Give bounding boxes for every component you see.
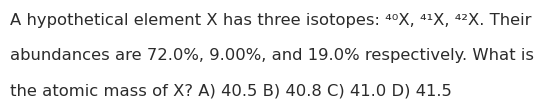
Text: the atomic mass of X? A) 40.5 B) 40.8 C) 41.0 D) 41.5: the atomic mass of X? A) 40.5 B) 40.8 C)…	[10, 84, 452, 99]
Text: abundances are 72.0%, 9.00%, and 19.0% respectively. What is: abundances are 72.0%, 9.00%, and 19.0% r…	[10, 48, 534, 63]
Text: A hypothetical element X has three isotopes: ⁴⁰X, ⁴¹X, ⁴²X. Their: A hypothetical element X has three isoto…	[10, 13, 532, 28]
